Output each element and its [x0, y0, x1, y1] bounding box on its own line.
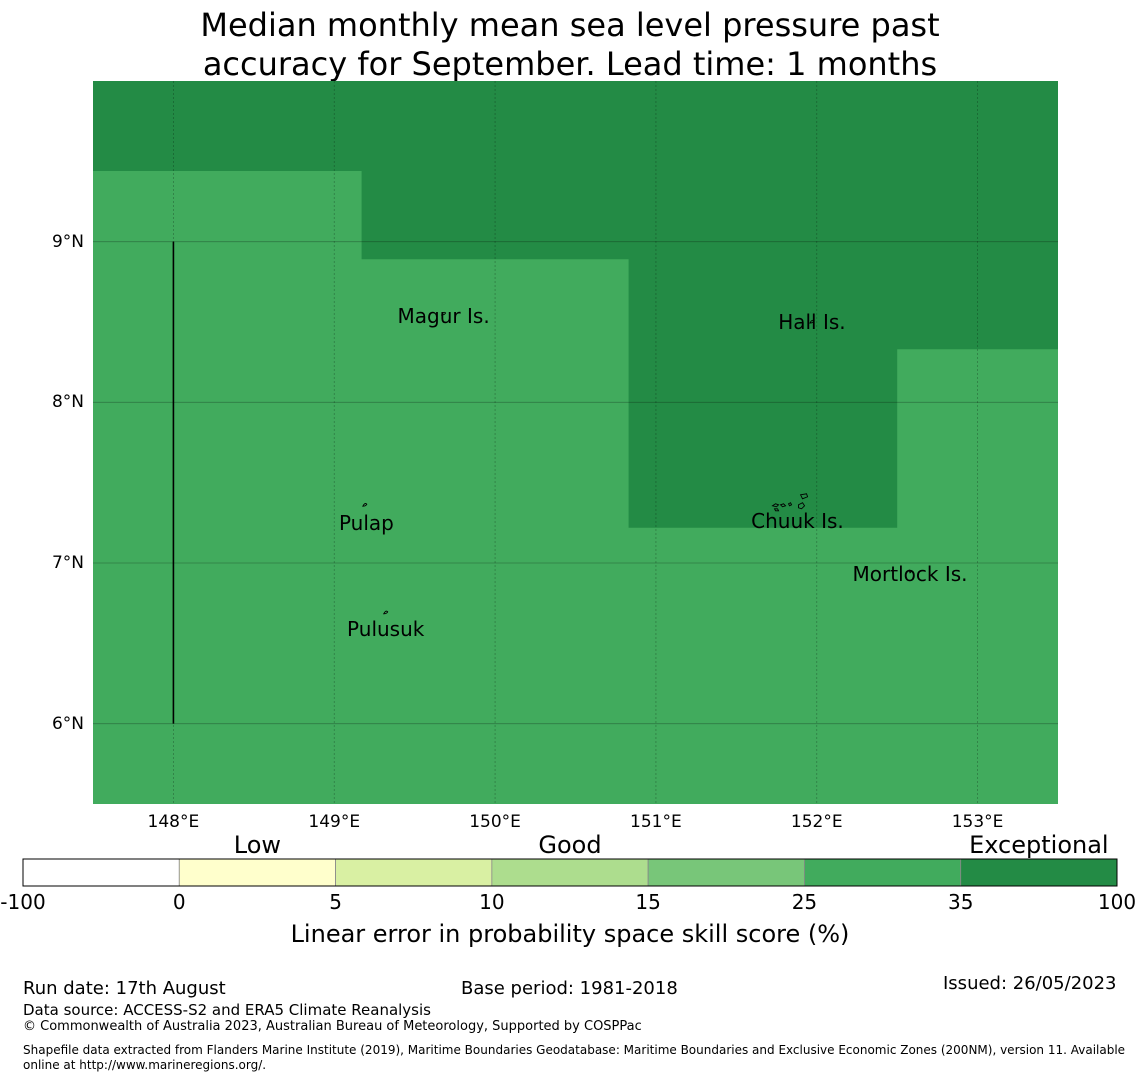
- issued-date: Issued: 26/05/2023: [943, 973, 1117, 994]
- colorbar-tick-6: 35: [947, 890, 974, 914]
- island-label-1: Hall Is.: [778, 310, 846, 334]
- lon-tick-label-1: 149°E: [308, 812, 361, 832]
- lon-tick-label-5: 153°E: [951, 812, 1004, 832]
- map-exceptional-region: [93, 81, 1058, 528]
- colorbar-tick-0: -100: [0, 890, 46, 914]
- colorbar-bin-6: [960, 858, 1118, 887]
- colorbar-tick-7: 100: [1097, 890, 1137, 914]
- colorbar-category-0: Low: [233, 831, 282, 859]
- base-period: Base period: 1981-2018: [461, 978, 678, 999]
- colorbar: [22, 858, 1118, 887]
- lon-tick-label-4: 152°E: [790, 812, 843, 832]
- lat-tick-label-2: 7°N: [51, 553, 84, 573]
- lat-tick-label-0: 9°N: [51, 231, 84, 252]
- colorbar-bins: [22, 858, 1118, 887]
- colorbar-bin-2: [335, 858, 493, 887]
- colorbar-bin-5: [804, 858, 962, 887]
- island-shape-5: [382, 610, 389, 615]
- island-label-5: Pulusuk: [347, 616, 425, 641]
- colorbar-bin-0: [22, 858, 180, 887]
- island-label-3: Chuuk Is.: [751, 509, 844, 534]
- colorbar-tick-1: 0: [172, 890, 186, 914]
- colorbar-bin-3: [491, 858, 649, 887]
- run-date: Run date: 17th August: [23, 978, 226, 999]
- island-shape-1: [809, 319, 815, 324]
- colorbar-category-2: Exceptional: [969, 831, 1109, 859]
- colorbar-bin-4: [647, 858, 805, 887]
- colorbar-title: Linear error in probability space skill …: [290, 920, 850, 948]
- island-shape-3: [771, 493, 809, 512]
- colorbar-tick-4: 15: [635, 890, 661, 914]
- copyright: © Commonwealth of Australia 2023, Austra…: [23, 1019, 642, 1034]
- colorbar-tick-2: 5: [329, 890, 342, 914]
- island-shape-2: [362, 503, 368, 507]
- island-label-2: Pulap: [338, 510, 394, 535]
- lon-tick-label-3: 151°E: [630, 812, 682, 832]
- data-source: Data source: ACCESS-S2 and ERA5 Climate …: [23, 1001, 431, 1019]
- island-label-0: Magur Is.: [397, 303, 490, 328]
- island-shapes: [362, 311, 912, 615]
- island-label-4: Mortlock Is.: [852, 562, 968, 587]
- lon-tick-label-2: 150°E: [469, 812, 521, 832]
- shapefile-credit-line-1: Shapefile data extracted from Flanders M…: [23, 1043, 1126, 1057]
- colorbar-outline: [22, 858, 1118, 887]
- colorbar-tick-3: 10: [479, 890, 505, 914]
- shapefile-credit-line-2: online at http://www.marineregions.org/.: [23, 1058, 267, 1072]
- lat-tick-label-3: 6°N: [51, 713, 84, 734]
- title-line-2: accuracy for September. Lead time: 1 mon…: [202, 45, 938, 83]
- island-shape-4: [908, 569, 912, 574]
- colorbar-category-1: Good: [538, 831, 602, 859]
- lon-tick-label-0: 148°E: [147, 812, 200, 832]
- lat-tick-label-1: 8°N: [51, 392, 84, 413]
- island-shape-0: [440, 311, 447, 316]
- map-plot: [93, 81, 1058, 804]
- colorbar-tick-5: 25: [791, 890, 818, 914]
- chart-title: Median monthly mean sea level pressure p…: [0, 6, 1140, 84]
- colorbar-bin-1: [178, 858, 336, 887]
- title-line-1: Median monthly mean sea level pressure p…: [200, 6, 940, 44]
